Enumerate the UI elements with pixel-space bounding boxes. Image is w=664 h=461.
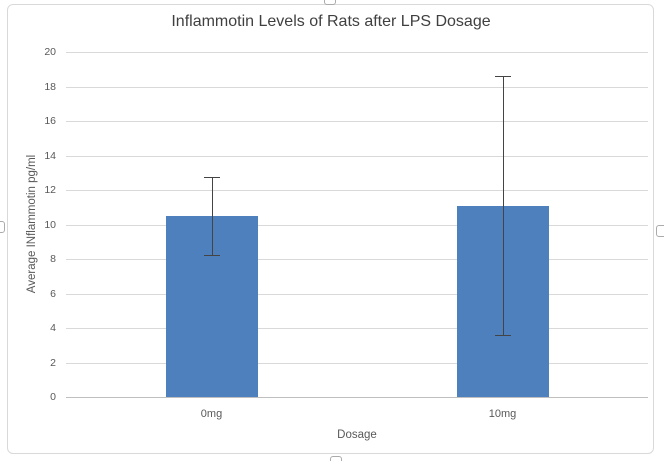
error-bar-cap	[203, 254, 220, 256]
y-axis-tick-label[interactable]: 16	[44, 115, 56, 127]
chart-area[interactable]	[7, 4, 654, 454]
y-axis-tick-label[interactable]: 8	[50, 253, 56, 265]
y-axis-tick-label[interactable]: 18	[44, 81, 56, 93]
error-bar-cap	[203, 177, 220, 179]
y-axis-tick-label[interactable]: 4	[50, 322, 56, 334]
bar-0mg[interactable]	[165, 215, 258, 397]
x-axis-tick-label[interactable]: 10mg	[488, 408, 517, 420]
gridline	[66, 156, 648, 157]
chart-title[interactable]: Inflammotin Levels of Rats after LPS Dos…	[171, 13, 491, 30]
selection-handle-right[interactable]	[656, 225, 664, 237]
error-bar[interactable]	[212, 177, 213, 255]
selection-handle-left[interactable]	[0, 221, 5, 233]
gridline	[66, 363, 648, 364]
error-bar-cap	[494, 334, 511, 336]
y-axis-tick-label[interactable]: 2	[50, 357, 56, 369]
gridline	[66, 225, 648, 226]
gridline	[66, 121, 648, 122]
gridline	[66, 87, 648, 88]
gridline	[66, 328, 648, 329]
y-axis-tick-label[interactable]: 6	[50, 288, 56, 300]
x-axis-tick-label[interactable]: 0mg	[200, 408, 223, 420]
bar-10mg[interactable]	[456, 205, 549, 397]
gridline	[66, 190, 648, 191]
selection-handle-top[interactable]	[324, 0, 336, 5]
y-axis-tick-label[interactable]: 0	[50, 391, 56, 403]
gridline	[66, 259, 648, 260]
y-axis-tick-label[interactable]: 12	[44, 184, 56, 196]
y-axis-tick-label[interactable]: 14	[44, 150, 56, 162]
error-bar-cap	[494, 76, 511, 78]
x-axis-line	[66, 397, 648, 398]
y-axis-tick-label[interactable]: 10	[44, 219, 56, 231]
gridline	[66, 294, 648, 295]
x-axis-title[interactable]: Dosage	[337, 429, 377, 441]
selection-handle-bottom[interactable]	[330, 456, 342, 461]
gridline	[66, 52, 648, 53]
y-axis-tick-label[interactable]: 20	[44, 46, 56, 58]
error-bar[interactable]	[503, 76, 504, 335]
